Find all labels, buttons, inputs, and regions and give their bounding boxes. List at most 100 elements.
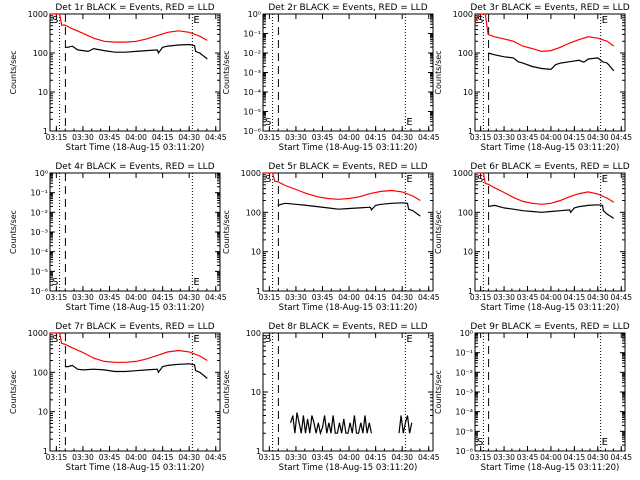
x-tick-label: 03:30 [72, 293, 94, 302]
events-series-line [487, 52, 615, 72]
y-tick-label: 10⁻² [30, 208, 48, 217]
x-tick-label: 03:15 [470, 293, 492, 302]
x-axis-label: Start Time (18-Aug-15 03:11:20) [481, 463, 620, 473]
y-tick-label: 10 [38, 408, 48, 417]
x-axis-label: Start Time (18-Aug-15 03:11:20) [481, 303, 620, 313]
panel-title: Det 2r BLACK = Events, RED = LLD [268, 3, 427, 13]
x-tick-label: 03:15 [470, 133, 492, 142]
x-tick-label: 03:45 [312, 293, 334, 302]
lld-series-line [474, 13, 615, 53]
events-series-line [64, 363, 208, 379]
x-tick-label: 03:30 [493, 453, 515, 462]
x-tick-label: 04:45 [610, 133, 632, 142]
end-marker: E [406, 174, 412, 185]
x-tick-label: 04:15 [152, 293, 174, 302]
panel-title: Det 3r BLACK = Events, RED = LLD [470, 3, 629, 13]
y-tick-label: 10 [463, 88, 473, 97]
y-tick-label: 10⁰ [460, 329, 473, 338]
start-marker: S [52, 15, 58, 26]
y-tick-label: 10⁻¹ [30, 189, 48, 198]
end-marker: E [193, 277, 199, 288]
x-tick-label: 04:45 [205, 453, 227, 462]
y-tick-label: 100 [458, 208, 473, 217]
x-tick-label: 03:15 [46, 133, 68, 142]
x-tick-label: 03:45 [312, 453, 334, 462]
x-tick-label: 03:45 [99, 453, 121, 462]
y-tick-label: 1000 [28, 10, 48, 19]
x-tick-label: 04:30 [587, 133, 609, 142]
plot-frame [474, 332, 626, 452]
x-tick-label: 03:45 [517, 453, 539, 462]
x-axis-label: Start Time (18-Aug-15 03:11:20) [279, 143, 418, 153]
y-tick-label: 1 [256, 447, 261, 456]
start-marker: S [477, 15, 483, 26]
y-axis-label: Counts/sec [9, 370, 18, 414]
x-axis-label: Start Time (18-Aug-15 03:11:20) [279, 463, 418, 473]
y-tick-label: 10⁻¹ [455, 349, 473, 358]
x-tick-label: 04:45 [610, 453, 632, 462]
y-tick-label: 10⁻⁵ [243, 108, 261, 117]
x-tick-label: 04:30 [178, 133, 200, 142]
x-tick-label: 04:00 [125, 293, 147, 302]
y-tick-label: 10⁻⁶ [455, 447, 473, 456]
events-series-line [398, 415, 413, 434]
x-tick-label: 04:00 [540, 133, 562, 142]
panel-9: Det 9r BLACK = Events, RED = LLD 10⁻⁶ 10⁻⁵… [434, 322, 632, 473]
panel-1: Det 1r BLACK = Events, RED = LLD 1 10 100 10… [9, 3, 227, 153]
start-marker: S [265, 334, 271, 345]
y-tick-label: 100 [246, 208, 261, 217]
lld-series-line [50, 13, 208, 43]
x-tick-label: 03:45 [517, 293, 539, 302]
panel-2: Det 2r BLACK = Events, RED = LLD 10⁻⁶ 10⁻⁵… [222, 3, 440, 153]
y-tick-label: 10 [251, 388, 261, 397]
start-marker: S [265, 174, 271, 185]
x-tick-label: 04:15 [564, 293, 586, 302]
panel-3: Det 3r BLACK = Events, RED = LLD 1 10 100 10… [434, 3, 632, 153]
x-tick-label: 04:30 [587, 453, 609, 462]
panel-title: Det 7r BLACK = Events, RED = LLD [55, 322, 214, 332]
y-axis-label: Counts/sec [9, 210, 18, 254]
x-tick-label: 03:45 [312, 133, 334, 142]
panel-title: Det 9r BLACK = Events, RED = LLD [470, 322, 629, 332]
x-tick-label: 04:45 [418, 453, 440, 462]
lld-series-line [475, 172, 615, 205]
plot-frame [49, 13, 221, 132]
y-tick-label: 10⁻⁴ [243, 88, 261, 97]
y-tick-label: 1 [43, 127, 48, 136]
y-tick-label: 10 [463, 248, 473, 257]
events-series-line [64, 43, 208, 60]
x-axis-label: Start Time (18-Aug-15 03:11:20) [66, 143, 205, 153]
x-tick-label: 03:45 [99, 293, 121, 302]
panel-title: Det 6r BLACK = Events, RED = LLD [470, 162, 629, 172]
x-tick-label: 03:30 [72, 133, 94, 142]
x-tick-label: 03:30 [493, 293, 515, 302]
y-tick-label: 10⁻⁵ [30, 267, 48, 276]
x-tick-label: 04:30 [178, 293, 200, 302]
panel-4: Det 4r BLACK = Events, RED = LLD 10⁻⁶ 10⁻⁵… [9, 162, 227, 313]
x-tick-label: 04:30 [391, 133, 413, 142]
x-tick-label: 03:30 [285, 453, 307, 462]
x-tick-label: 03:15 [46, 453, 68, 462]
panel-title: Det 8r BLACK = Events, RED = LLD [268, 322, 427, 332]
end-marker: E [602, 437, 608, 448]
y-tick-label: 10⁰ [248, 10, 261, 19]
y-tick-label: 10⁻³ [30, 228, 48, 237]
y-tick-label: 1 [468, 127, 473, 136]
y-tick-label: 10⁻⁶ [243, 127, 261, 136]
y-tick-label: 10⁻³ [243, 69, 261, 78]
x-tick-label: 03:15 [470, 453, 492, 462]
x-tick-label: 04:15 [152, 453, 174, 462]
plot-frame [262, 172, 434, 292]
y-tick-label: 10⁻⁶ [30, 287, 48, 296]
x-axis-label: Start Time (18-Aug-15 03:11:20) [66, 303, 205, 313]
x-tick-label: 04:45 [418, 293, 440, 302]
y-tick-label: 10⁻³ [455, 388, 473, 397]
x-tick-label: 04:15 [365, 133, 387, 142]
plot-frame [474, 13, 626, 132]
panel-6: Det 6r BLACK = Events, RED = LLD 1 10 100 10… [434, 162, 632, 313]
start-marker: S [52, 277, 58, 288]
lld-series-line [263, 172, 421, 202]
x-tick-label: 04:00 [125, 453, 147, 462]
y-tick-label: 1000 [453, 10, 473, 19]
